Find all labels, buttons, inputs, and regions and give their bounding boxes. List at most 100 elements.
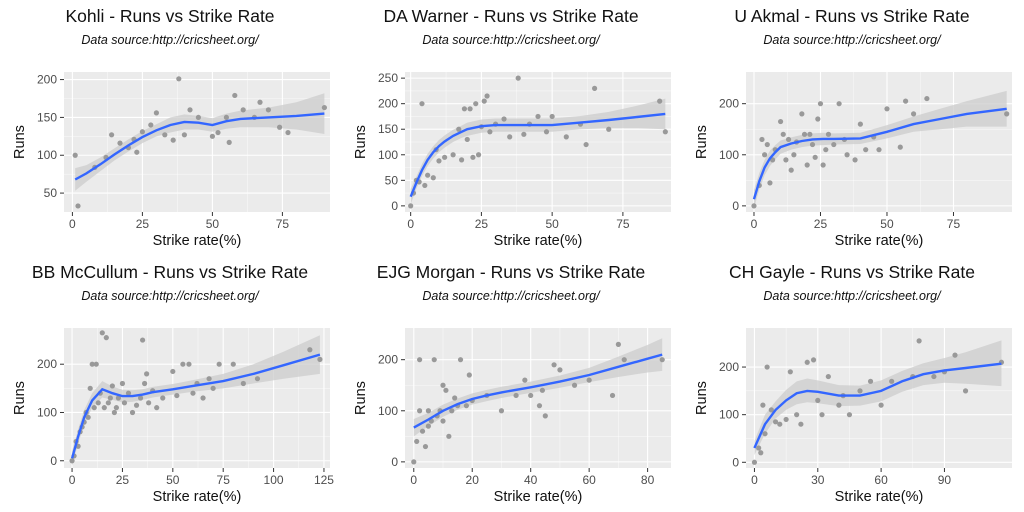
data-point [210, 385, 216, 391]
confidence-band [72, 335, 320, 466]
data-point [801, 131, 808, 137]
data-point [146, 400, 152, 406]
data-point [160, 395, 166, 401]
data-point [417, 357, 423, 363]
data-point [449, 408, 455, 414]
data-point [223, 114, 229, 121]
data-point [181, 132, 187, 138]
y-tick-label: 100 [719, 408, 739, 422]
x-tick-label: 50 [166, 473, 180, 487]
y-tick-label: 200 [378, 353, 398, 367]
x-tick-label: 20 [466, 473, 480, 487]
data-point [442, 154, 448, 160]
data-point [190, 390, 196, 396]
data-point [867, 378, 874, 384]
data-point [425, 408, 431, 414]
plot-svg: 0 25 50 75 0 50 100 150 200 250 Strike rate(%) Runs [353, 71, 671, 249]
data-point [464, 136, 470, 143]
data-point [783, 416, 789, 423]
data-point [411, 459, 417, 465]
data-point [215, 129, 221, 136]
y-tick-label: 100 [719, 148, 739, 162]
data-point [501, 116, 507, 122]
data-point [621, 357, 627, 363]
data-point [857, 388, 863, 394]
panel-gayle: CH Gayle - Runs vs Strike Rate Data sour… [682, 256, 1022, 512]
data-point [91, 405, 97, 411]
x-tick-label: 0 [751, 473, 758, 487]
y-tick-label: 200 [37, 357, 57, 371]
data-point [863, 147, 869, 153]
data-point [521, 131, 527, 137]
data-point [751, 203, 757, 209]
data-point [836, 402, 842, 408]
data-point [884, 106, 890, 112]
data-point [307, 347, 313, 353]
y-tick-label: 200 [719, 360, 739, 374]
data-point [810, 357, 817, 363]
data-point [522, 377, 528, 383]
confidence-band [413, 338, 663, 437]
data-point [844, 152, 850, 158]
x-tick-label: 80 [641, 473, 655, 487]
data-point [417, 408, 423, 414]
data-point [484, 93, 490, 99]
data-point [72, 152, 78, 158]
plot-background [64, 72, 330, 212]
panel-mccullum: BB McCullum - Runs vs Strike Rate Data s… [0, 256, 340, 512]
data-point [75, 203, 81, 209]
data-point [536, 403, 543, 409]
chart-subtitle: Data source:http://cricsheet.org/ [81, 289, 259, 303]
data-point [113, 405, 119, 411]
data-point [931, 373, 937, 380]
panel-morgan: EJG Morgan - Runs vs Strike Rate Data so… [341, 256, 681, 512]
data-point [820, 162, 826, 168]
x-tick-label: 75 [276, 217, 290, 231]
data-point [662, 129, 668, 135]
plot-svg: 0 25 50 75 100 125 0 100 200 Strike rate(%) Runs [12, 328, 334, 505]
y-axis-label: Runs [12, 125, 28, 159]
smooth-line [74, 112, 325, 181]
data-point [815, 397, 821, 403]
data-point [95, 400, 101, 406]
data-point [657, 98, 663, 104]
data-point [103, 335, 109, 341]
data-point [109, 383, 115, 389]
data-point [759, 136, 765, 143]
data-point [446, 433, 452, 439]
x-tick-label: 90 [938, 473, 952, 487]
data-point [285, 129, 291, 136]
y-tick-label: 150 [378, 122, 398, 136]
data-point [425, 172, 431, 178]
x-tick-label: 50 [545, 217, 559, 231]
data-point [760, 402, 766, 408]
data-point [99, 330, 105, 336]
data-point [206, 376, 212, 382]
chart-subtitle: Data source:http://cricsheet.org/ [81, 33, 259, 47]
data-point [419, 428, 426, 434]
y-axis-label: Runs [694, 381, 710, 415]
plot-background [405, 328, 671, 468]
x-tick-label: 75 [217, 473, 231, 487]
data-point [422, 443, 429, 450]
plot-svg: 0 25 50 75 50 100 150 200 Strike rate(%) Runs [12, 72, 330, 249]
data-point [543, 129, 550, 135]
data-point [924, 95, 930, 102]
data-point [321, 104, 327, 111]
x-tick-label: 0 [407, 217, 414, 231]
data-point [804, 162, 810, 168]
data-point [440, 418, 446, 424]
data-point [209, 133, 215, 139]
data-point [105, 400, 111, 406]
data-point [952, 352, 958, 358]
y-axis-label: Runs [353, 381, 369, 415]
data-point [910, 111, 917, 117]
data-point [89, 361, 95, 367]
data-point [772, 419, 779, 425]
data-point [878, 402, 884, 408]
chart-title: CH Gayle - Runs vs Strike Rate [728, 262, 976, 282]
data-point [756, 445, 762, 451]
data-point [487, 129, 493, 135]
x-tick-label: 30 [811, 473, 825, 487]
